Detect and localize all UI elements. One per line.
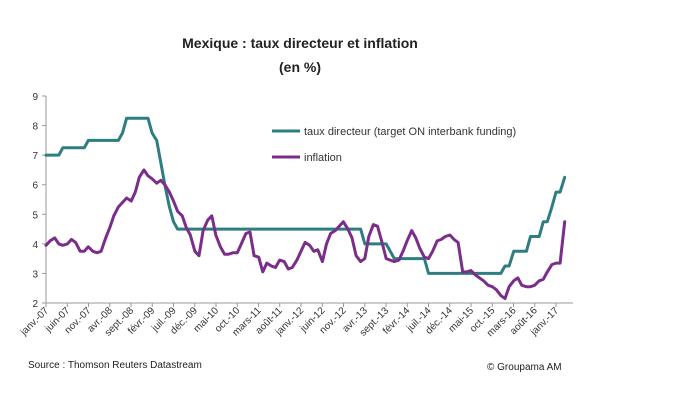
y-tick-label: 4 <box>32 240 38 251</box>
legend-label-taux-directeur: taux directeur (target ON interbank fund… <box>304 126 516 138</box>
y-tick-label: 6 <box>32 181 38 192</box>
x-tick-label: janv.-07 <box>18 305 51 338</box>
y-tick-label: 3 <box>32 269 38 280</box>
legend: taux directeur (target ON interbank fund… <box>272 126 516 164</box>
y-tick-label: 2 <box>32 299 38 310</box>
x-axis: janv.-07juin-07nov.-07avr.-08sept.-08fév… <box>18 302 573 339</box>
y-tick-label: 5 <box>32 210 38 221</box>
series-line-inflation <box>44 168 567 301</box>
y-axis: 2 3 4 5 6 7 8 9 <box>32 92 47 310</box>
y-tick-label: 8 <box>32 122 38 133</box>
source-note: Source : Thomson Reuters Datastream <box>28 360 202 371</box>
chart-title: Mexique : taux directeur et inflation <box>182 35 418 51</box>
legend-label-inflation: inflation <box>304 152 342 164</box>
series-line-taux-directeur <box>44 116 567 275</box>
y-tick-label: 7 <box>32 151 38 162</box>
credit-note: © Groupama AM <box>487 362 562 373</box>
chart-subtitle: (en %) <box>279 59 321 75</box>
y-tick-label: 9 <box>32 92 38 103</box>
